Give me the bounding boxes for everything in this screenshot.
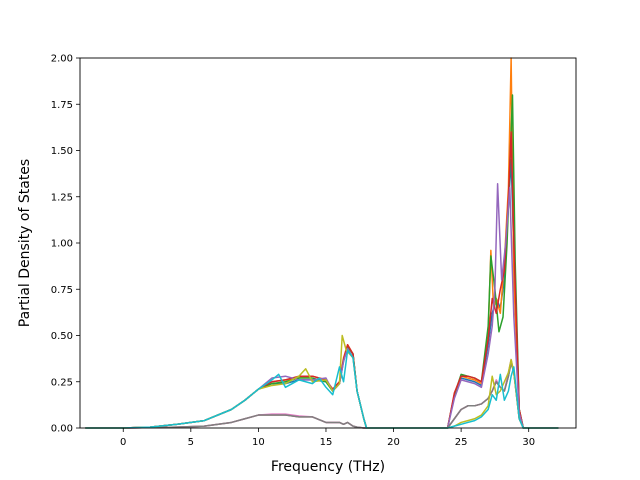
y-axis-ticks: 0.00 0.25 0.50 0.75 1.00 1.25 1.50 1.75 2.00 [51,54,80,435]
y-tick-label: 0.00 [51,424,73,435]
x-tick-label: 10 [252,437,265,448]
series-line-5 [85,183,559,429]
series-line-6 [85,360,559,429]
y-tick-label: 1.25 [51,192,73,203]
series-line-2 [85,57,559,429]
series-line-8 [85,362,559,429]
series-line-7 [85,358,559,429]
x-axis-ticks: 0 5 10 15 20 25 30 [120,428,535,448]
plot-frame [79,57,577,429]
x-tick-label: 0 [120,437,126,448]
y-axis-label: Partial Density of States [17,159,33,327]
y-tick-label: 0.50 [51,331,73,342]
x-tick-label: 20 [387,437,400,448]
x-tick-label: 25 [455,437,468,448]
y-tick-label: 1.75 [51,100,73,111]
x-tick-label: 30 [522,437,535,448]
y-tick-label: 0.25 [51,377,73,388]
x-tick-label: 15 [320,437,333,448]
y-tick-label: 1.50 [51,146,73,157]
series-line-10 [85,349,559,429]
series-line-1 [85,159,559,429]
x-axis-label: Frequency (THz) [271,459,385,475]
series-group [85,57,559,429]
series-line-4 [85,131,559,429]
x-tick-label: 5 [188,437,194,448]
y-tick-label: 0.75 [51,285,73,296]
y-tick-label: 1.00 [51,239,73,250]
y-tick-label: 2.00 [51,54,73,65]
